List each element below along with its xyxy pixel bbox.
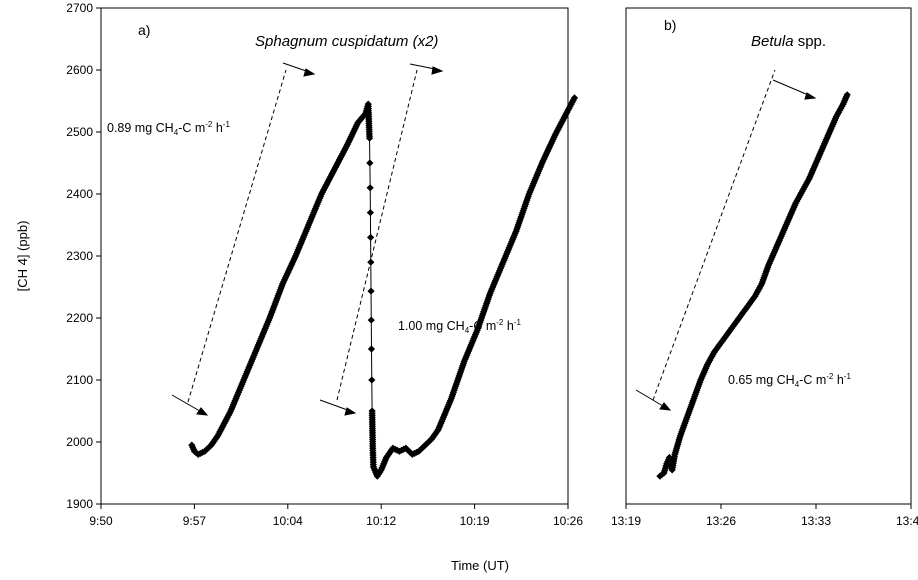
data-point [365, 134, 374, 142]
pointer-arrowhead-1 [196, 407, 209, 416]
x-tick-label: 10:26 [553, 514, 583, 528]
panel-b-guides [635, 69, 817, 411]
pointer-arrowhead-4 [431, 66, 444, 75]
pointer-arrowhead-6 [804, 92, 817, 100]
y-tick-label: 2400 [66, 187, 93, 201]
x-tick-label: 9:57 [183, 514, 207, 528]
data-point [367, 316, 375, 324]
panel-b-title: Betula spp. [751, 33, 826, 50]
x-tick-label: 10:12 [366, 514, 396, 528]
y-tick-label: 1900 [66, 497, 93, 511]
y-axis-title: [CH 4] (ppb) [15, 221, 30, 292]
data-point [367, 258, 375, 266]
pointer-arrowhead-5 [659, 402, 672, 411]
panel-a-y-axis: 1900 2000 2100 2200 2300 2400 2500 2600 2700 [66, 1, 101, 511]
panel-b-title-italic: Betula [751, 33, 794, 50]
x-tick-label: 13:26 [706, 514, 736, 528]
data-point [367, 233, 375, 241]
x-axis-title: Time (UT) [451, 558, 509, 573]
slope-guide-line-3 [652, 69, 776, 401]
slope-guide-line-1 [187, 69, 287, 403]
panel-a-label: a) [138, 22, 150, 38]
pointer-arrowhead-3 [344, 407, 357, 416]
panel-a-title: Sphagnum cuspidatum (x2) [255, 33, 438, 50]
y-tick-label: 2700 [66, 1, 93, 15]
pointer-arrowhead-2 [303, 68, 316, 77]
slope-guide-line-2 [336, 69, 418, 401]
data-point [366, 209, 374, 217]
y-tick-label: 2600 [66, 63, 93, 77]
y-tick-label: 2200 [66, 311, 93, 325]
panel-b-label: b) [664, 17, 676, 33]
flux-annotation-2: 1.00 mg CH4-C m-2 h-1 [398, 318, 521, 335]
panel-b-plot-area [625, 7, 912, 505]
x-tick-label: 13:19 [611, 514, 641, 528]
panel-a-title-italic: Sphagnum cuspidatum (x2) [255, 33, 438, 50]
panel-b-x-axis: 13:19 13:26 13:33 13:40 [611, 504, 918, 528]
x-tick-label: 9:50 [89, 514, 113, 528]
panel-a-plot-area [100, 7, 569, 505]
data-point [366, 184, 374, 192]
panel-a-guides [171, 62, 444, 416]
x-tick-label: 13:40 [896, 514, 918, 528]
panel-a-series [188, 94, 579, 480]
panel-b-title-suffix: spp. [794, 33, 827, 50]
data-point [367, 287, 375, 295]
data-point [366, 159, 374, 167]
data-point [367, 345, 376, 353]
y-tick-label: 2500 [66, 125, 93, 139]
panel-a-x-axis: 9:50 9:57 10:04 10:12 10:19 10:26 [89, 504, 583, 528]
x-tick-label: 10:04 [273, 514, 303, 528]
flux-annotation-3: 0.65 mg CH4-C m-2 h-1 [728, 372, 851, 389]
y-tick-label: 2300 [66, 249, 93, 263]
y-tick-label: 2000 [66, 435, 93, 449]
panel-b-series [656, 91, 851, 480]
x-tick-label: 10:19 [460, 514, 490, 528]
flux-annotation-1: 0.89 mg CH4-C m-2 h-1 [107, 120, 230, 137]
data-point [843, 91, 851, 99]
x-tick-label: 13:33 [801, 514, 831, 528]
data-point [368, 376, 376, 384]
series-line [191, 97, 575, 478]
data-point [570, 94, 579, 102]
y-tick-label: 2100 [66, 373, 93, 387]
